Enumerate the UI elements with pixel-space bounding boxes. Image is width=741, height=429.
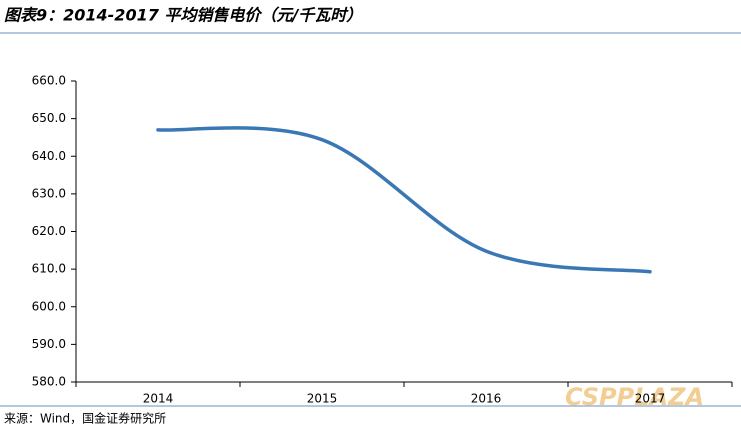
chart-title: 图表9：2014-2017 平均销售电价（元/千瓦时） — [4, 6, 362, 25]
x-tick-label: 2015 — [307, 392, 338, 406]
line — [156, 126, 652, 274]
y-tick-label: 630.0 — [32, 186, 66, 200]
y-tick-label: 600.0 — [32, 299, 66, 313]
x-tick-label: 2016 — [471, 392, 502, 406]
x-tick-label: 2017 — [635, 392, 666, 406]
y-tick-label: 650.0 — [32, 111, 66, 125]
source: 来源：Wind，国金证券研究所 — [4, 411, 166, 426]
y-tick-label: 620.0 — [32, 224, 66, 238]
y-tick-label: 640.0 — [32, 149, 66, 163]
y-tick-label: 580.0 — [32, 375, 66, 389]
watermark: CSPPLAZA — [565, 383, 704, 411]
y-tick-label: 660.0 — [32, 74, 66, 88]
y-tick-label: 610.0 — [32, 262, 66, 276]
y-tick-label: 590.0 — [32, 337, 66, 351]
x-tick-label: 2014 — [143, 392, 174, 406]
